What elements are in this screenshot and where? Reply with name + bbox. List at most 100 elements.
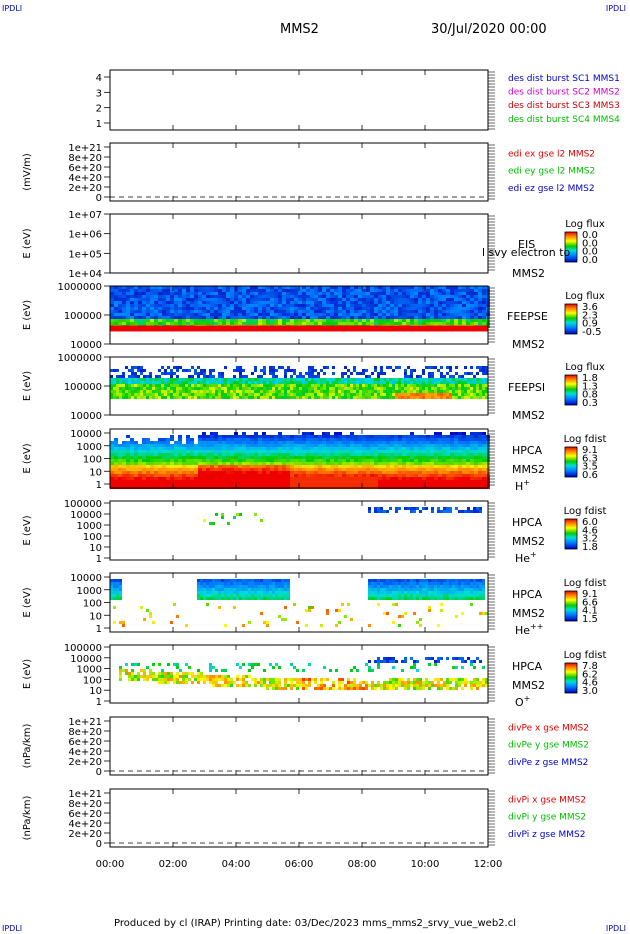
spectrogram-cell — [269, 597, 272, 600]
spectrogram-cell — [178, 465, 182, 468]
spectrogram-cell — [282, 447, 286, 450]
spectrogram-cell — [406, 289, 410, 292]
spectrogram-cell — [398, 435, 402, 438]
spectrogram-cell — [227, 522, 230, 525]
spectrogram-cell — [306, 480, 310, 483]
spectrogram-cell — [246, 322, 250, 325]
spectrogram-cell — [466, 480, 470, 483]
spectrogram-cell — [338, 286, 342, 289]
spectrogram-cell — [426, 441, 430, 444]
spectrogram-cell — [218, 585, 221, 588]
spectrogram-cell — [274, 310, 278, 313]
spectrogram-cell — [389, 384, 392, 387]
spectrogram-cell — [224, 591, 227, 594]
spectrogram-cell — [254, 378, 257, 381]
spectrogram-cell — [260, 384, 263, 387]
spectrogram-cell — [323, 372, 326, 375]
spectrogram-cell — [474, 289, 478, 292]
spectrogram-cell — [418, 483, 422, 486]
spectrogram-cell — [131, 369, 134, 372]
spectrogram-cell — [430, 313, 434, 316]
spectrogram-cell — [394, 480, 398, 483]
spectrogram-cell — [130, 483, 134, 486]
feepse-band — [110, 325, 488, 332]
spectrogram-cell — [395, 588, 398, 591]
spectrogram-cell — [126, 298, 130, 301]
spectrogram-cell — [202, 435, 206, 438]
spectrogram-cell — [227, 396, 230, 399]
spectrogram-cell — [320, 369, 323, 372]
y-tick-label: 100000 — [64, 499, 102, 510]
spectrogram-cell — [446, 387, 449, 390]
spectrogram-cell — [458, 447, 462, 450]
spectrogram-cell — [326, 381, 329, 384]
spectrogram-cell — [206, 603, 209, 606]
spectrogram-cell — [414, 468, 418, 471]
spectrogram-cell — [395, 591, 398, 594]
spectrogram-cell — [134, 483, 138, 486]
spectrogram-cell — [214, 441, 218, 444]
spectrogram-cell — [368, 579, 371, 582]
spectrogram-cell — [314, 313, 318, 316]
spectrogram-cell — [394, 286, 398, 289]
spectrogram-cell — [334, 304, 338, 307]
spectrogram-cell — [386, 366, 389, 369]
spectrogram-cell — [270, 462, 274, 465]
spectrogram-cell — [214, 456, 218, 459]
spectrogram-cell — [332, 393, 335, 396]
spectrogram-cell — [114, 462, 118, 465]
spectrogram-cell — [179, 366, 182, 369]
spectrogram-cell — [250, 313, 254, 316]
spectrogram-cell — [386, 393, 389, 396]
spectrogram-cell — [358, 459, 362, 462]
spectrogram-cell — [126, 474, 130, 477]
spectrogram-cell — [186, 450, 190, 453]
spectrogram-cell — [274, 447, 278, 450]
spectrogram-cell — [263, 579, 266, 582]
spectrogram-cell — [162, 322, 166, 325]
spectrogram-cell — [218, 477, 222, 480]
spectrogram-cell — [366, 289, 370, 292]
spectrogram-cell — [419, 510, 422, 513]
spectrogram-cell — [310, 435, 314, 438]
spectrogram-cell — [233, 378, 236, 381]
spectrogram-cell — [479, 507, 482, 510]
spectrogram-cell — [218, 298, 222, 301]
spectrogram-cell — [296, 393, 299, 396]
spectrogram-cell — [209, 588, 212, 591]
spectrogram-cell — [410, 597, 413, 600]
spectrogram-cell — [278, 453, 282, 456]
spectrogram-cell — [131, 393, 134, 396]
spectrogram-cell — [305, 390, 308, 393]
spectrogram-cell — [374, 588, 377, 591]
spectrogram-cell — [269, 390, 272, 393]
spectrogram-cell — [174, 447, 178, 450]
spectrogram-cell — [350, 474, 354, 477]
spectrogram-cell — [422, 304, 426, 307]
spectrogram-cell — [262, 450, 266, 453]
y-tick-label: 3 — [96, 88, 102, 99]
spectrogram-cell — [221, 393, 224, 396]
spectrogram-cell — [342, 301, 346, 304]
spectrogram-cell — [134, 468, 138, 471]
spectrogram-cell — [478, 432, 482, 435]
spectrogram-cell — [347, 378, 350, 381]
spectrogram-cell — [422, 393, 425, 396]
spectrogram-cell — [221, 579, 224, 582]
spectrogram-cell — [197, 582, 200, 585]
spectrogram-cell — [131, 378, 134, 381]
spectrogram-cell — [190, 292, 194, 295]
spectrogram-cell — [470, 295, 474, 298]
spectrogram-cell — [426, 435, 430, 438]
spectrogram-cell — [342, 298, 346, 301]
spectrogram-cell — [454, 295, 458, 298]
spectrogram-cell — [330, 480, 334, 483]
y-axis-label: E (eV) — [22, 371, 33, 401]
spectrogram-cell — [314, 480, 318, 483]
spectrogram-cell — [335, 396, 338, 399]
spectrogram-cell — [434, 477, 438, 480]
spectrogram-cell — [398, 304, 402, 307]
spectrogram-cell — [442, 319, 446, 322]
spectrogram-cell — [390, 447, 394, 450]
spectrogram-cell — [342, 319, 346, 322]
